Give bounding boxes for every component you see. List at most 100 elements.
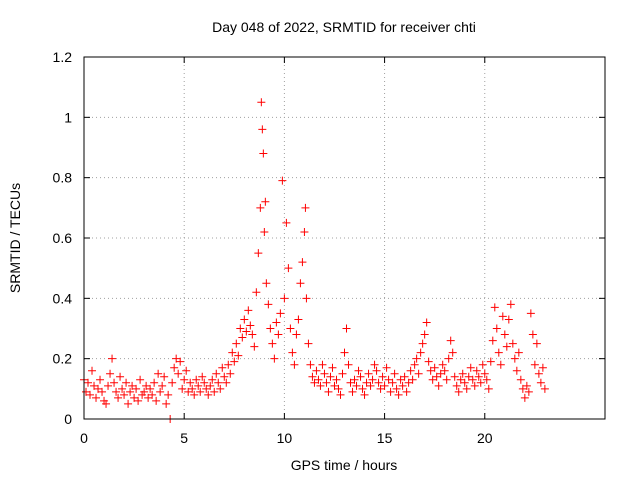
data-point [390, 369, 399, 378]
data-point [274, 330, 283, 339]
data-point [134, 396, 143, 405]
data-point [476, 378, 485, 387]
data-point [188, 384, 197, 393]
data-point [394, 390, 403, 399]
data-point [240, 315, 249, 324]
data-point [446, 336, 455, 345]
data-point [218, 363, 227, 372]
data-point [282, 218, 291, 227]
data-point [196, 387, 205, 396]
data-point [288, 348, 297, 357]
data-point [328, 363, 337, 372]
data-point [318, 360, 327, 369]
data-point [412, 354, 421, 363]
data-point [266, 324, 275, 333]
x-tick-label: 15 [377, 430, 393, 446]
y-tick-label: 0.4 [53, 290, 73, 306]
data-point [482, 375, 491, 384]
data-point [336, 390, 345, 399]
data-point [242, 327, 251, 336]
data-point [508, 339, 517, 348]
data-point [434, 381, 443, 390]
data-point [380, 381, 389, 390]
data-point [220, 372, 229, 381]
data-point [184, 387, 193, 396]
data-point [264, 300, 273, 309]
data-point [204, 390, 213, 399]
data-point [130, 393, 139, 402]
data-point [436, 369, 445, 378]
data-point [190, 390, 199, 399]
data-point [158, 381, 167, 390]
data-point [442, 375, 451, 384]
data-point [292, 330, 301, 339]
x-tick-label: 10 [277, 430, 293, 446]
data-point [106, 369, 115, 378]
data-point [170, 363, 179, 372]
y-tick-label: 1.2 [53, 49, 73, 65]
data-point [468, 375, 477, 384]
data-point [126, 387, 135, 396]
data-point [272, 318, 281, 327]
data-point [162, 399, 171, 408]
data-point [518, 384, 527, 393]
data-point [314, 375, 323, 384]
data-point [276, 309, 285, 318]
data-point [180, 375, 189, 384]
data-point [340, 348, 349, 357]
data-point [174, 369, 183, 378]
data-point [360, 390, 369, 399]
data-point [244, 306, 253, 315]
data-point [96, 375, 105, 384]
x-tick-label: 0 [80, 430, 88, 446]
data-point [522, 381, 531, 390]
data-point [261, 197, 270, 206]
data-point [192, 375, 201, 384]
data-point [284, 264, 293, 273]
data-point [250, 342, 259, 351]
data-point [112, 387, 121, 396]
data-point [492, 324, 501, 333]
data-point [168, 378, 177, 387]
data-point [176, 357, 185, 366]
data-point [354, 366, 363, 375]
data-point [268, 339, 277, 348]
data-point [502, 342, 511, 351]
data-point [322, 378, 331, 387]
data-point [128, 381, 137, 390]
data-point [528, 330, 537, 339]
data-point [300, 227, 309, 236]
data-point [392, 384, 401, 393]
data-point [498, 312, 507, 321]
data-point [526, 309, 535, 318]
x-tick-label: 20 [477, 430, 493, 446]
data-point [254, 249, 263, 258]
data-points [80, 98, 549, 423]
data-point [296, 279, 305, 288]
data-point [306, 360, 315, 369]
data-point [370, 360, 379, 369]
data-point [136, 375, 145, 384]
data-point [202, 384, 211, 393]
data-point [432, 372, 441, 381]
data-point [206, 381, 215, 390]
data-point [490, 303, 499, 312]
data-point [426, 366, 435, 375]
data-point [410, 360, 419, 369]
data-point [142, 381, 151, 390]
data-point [422, 318, 431, 327]
data-point [132, 384, 141, 393]
data-point [172, 354, 181, 363]
data-point [494, 348, 503, 357]
data-point [156, 387, 165, 396]
data-point [210, 387, 219, 396]
data-point [540, 384, 549, 393]
data-point [534, 369, 543, 378]
chart-title: Day 048 of 2022, SRMTID for receiver cht… [212, 19, 476, 35]
grid-lines [84, 57, 605, 419]
data-point [510, 354, 519, 363]
data-point [334, 384, 343, 393]
data-point [424, 357, 433, 366]
data-point [356, 372, 365, 381]
data-point [212, 369, 221, 378]
